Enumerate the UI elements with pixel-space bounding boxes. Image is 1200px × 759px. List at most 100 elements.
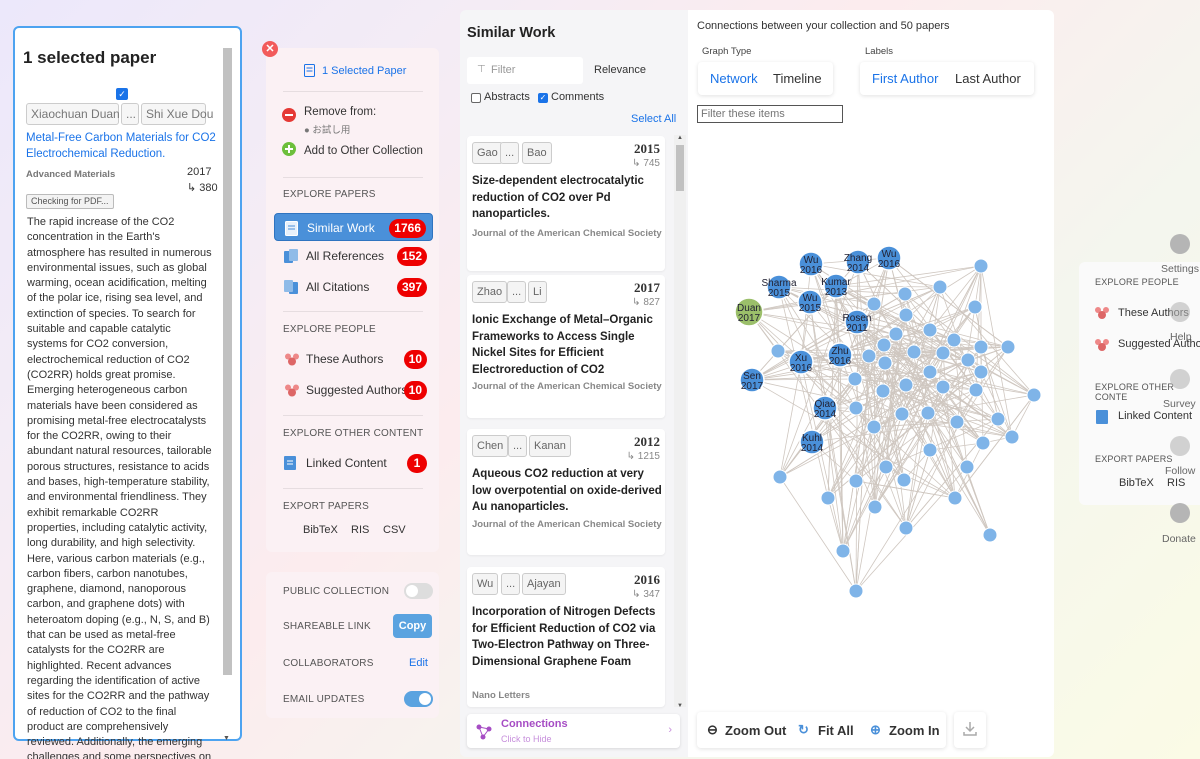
settings-icon[interactable] xyxy=(1170,234,1190,254)
public-toggle[interactable] xyxy=(404,583,433,599)
network-option[interactable]: Network xyxy=(710,71,758,86)
graph-node[interactable] xyxy=(932,279,948,295)
graph-node[interactable] xyxy=(960,352,976,368)
graph-node[interactable] xyxy=(967,299,983,315)
graph-node[interactable] xyxy=(973,364,989,380)
graph-node[interactable] xyxy=(888,326,904,342)
nav-suggested-authors[interactable]: Suggested Authors 10 xyxy=(274,376,433,404)
graph-node[interactable] xyxy=(1026,387,1042,403)
connections-toggle[interactable]: Connections Click to Hide › xyxy=(467,714,680,748)
graph-node[interactable] xyxy=(876,337,892,353)
paper-title[interactable]: Incorporation of Nitrogen Defects for Ef… xyxy=(472,606,656,668)
zoom-in-label[interactable]: Zoom In xyxy=(889,723,940,738)
graph-node-labeled[interactable] xyxy=(845,249,871,275)
author-chip[interactable]: Li xyxy=(528,281,547,303)
graph-node[interactable] xyxy=(973,258,989,274)
paper-title[interactable]: Size-dependent electrocatalytic reductio… xyxy=(472,175,644,220)
email-toggle[interactable] xyxy=(404,691,433,707)
graph-node[interactable] xyxy=(935,379,951,395)
graph-node-labeled[interactable] xyxy=(823,273,849,299)
graph-node[interactable] xyxy=(867,499,883,515)
last-author-option[interactable]: Last Author xyxy=(955,71,1021,86)
graph-node[interactable] xyxy=(990,411,1006,427)
fit-all-icon[interactable]: ↻ xyxy=(798,722,809,737)
add-icon[interactable] xyxy=(282,142,296,156)
author-chip[interactable]: Ajayan xyxy=(522,573,566,595)
nav-all-citations[interactable]: All Citations 397 xyxy=(274,273,433,301)
graph-node[interactable] xyxy=(772,469,788,485)
close-icon[interactable]: ✕ xyxy=(262,41,278,57)
author-chip-first[interactable]: Xiaochuan Duan xyxy=(26,103,120,125)
author-chip[interactable]: Bao xyxy=(522,142,552,164)
graph-node[interactable] xyxy=(898,307,914,323)
scroll-up-arrow-icon[interactable]: ▲ xyxy=(677,135,683,141)
paper-title-link[interactable]: Metal-Free Carbon Materials for CO2 Elec… xyxy=(26,132,216,160)
paper-card[interactable]: Chen ... Kanan 2012 ↳ 1215 Aqueous CO2 r… xyxy=(467,429,665,555)
graph-node[interactable] xyxy=(922,442,938,458)
graph-node-labeled[interactable] xyxy=(798,251,824,277)
author-chip-ellipsis[interactable]: ... xyxy=(121,103,139,125)
graph-node-labeled[interactable] xyxy=(739,367,765,393)
graph-node[interactable] xyxy=(935,345,951,361)
graph-node[interactable] xyxy=(982,527,998,543)
pdf-button[interactable]: Checking for PDF... xyxy=(26,194,114,209)
author-chip-ellipsis[interactable]: ... xyxy=(500,142,520,164)
graph-node[interactable] xyxy=(949,414,965,430)
graph-node-labeled[interactable] xyxy=(766,274,792,300)
scroll-down-arrow-icon[interactable]: ▼ xyxy=(677,703,683,709)
graph-node-labeled[interactable] xyxy=(827,342,853,368)
export-ris[interactable]: RIS xyxy=(1167,477,1186,489)
survey-label[interactable]: Survey xyxy=(1163,398,1196,410)
paper-card[interactable]: Wu ... Ajayan 2016 ↳ 347 Incorporation o… xyxy=(467,567,665,707)
abstracts-checkbox[interactable] xyxy=(471,93,481,103)
donate-label[interactable]: Donate xyxy=(1162,533,1196,545)
export-bibtex[interactable]: BibTeX xyxy=(303,524,338,536)
graph-node[interactable] xyxy=(878,459,894,475)
graph-node-labeled[interactable] xyxy=(876,245,902,271)
graph-node[interactable] xyxy=(922,364,938,380)
graph-node[interactable] xyxy=(973,339,989,355)
graph-node[interactable] xyxy=(1000,339,1016,355)
author-chip[interactable]: Chen xyxy=(472,435,509,457)
nav-all-references[interactable]: All References 152 xyxy=(274,242,433,270)
author-chip-ellipsis[interactable]: ... xyxy=(501,573,521,595)
nav-similar-work[interactable]: Similar Work 1766 xyxy=(274,213,433,241)
graph-node-labeled[interactable] xyxy=(844,309,870,335)
suggested-authors-link[interactable]: Suggested Autho xyxy=(1118,338,1200,350)
graph-node-labeled[interactable] xyxy=(799,429,825,455)
graph-node[interactable] xyxy=(866,419,882,435)
scroll-down-arrow-icon[interactable]: ▼ xyxy=(223,735,230,742)
nav-these-authors[interactable]: These Authors 10 xyxy=(274,345,433,373)
fit-all-label[interactable]: Fit All xyxy=(818,723,854,738)
remove-target[interactable]: ● お試し用 xyxy=(304,125,351,136)
export-ris[interactable]: RIS xyxy=(351,524,370,536)
graph-node[interactable] xyxy=(975,435,991,451)
list-scrollbar[interactable]: ▲ ▼ xyxy=(674,135,686,709)
follow-label[interactable]: Follow xyxy=(1165,465,1196,477)
graph-node[interactable] xyxy=(1004,429,1020,445)
scrollbar[interactable]: ▼ xyxy=(222,46,233,742)
graph-node-labeled[interactable] xyxy=(797,289,823,315)
author-chip-ellipsis[interactable]: ... xyxy=(507,281,527,303)
network-graph[interactable]: Duan2017Sharma2015Wu2016Zhang2014Wu2016K… xyxy=(688,10,1054,710)
select-all-link[interactable]: Select All xyxy=(631,113,677,125)
graph-node[interactable] xyxy=(848,400,864,416)
selected-paper-link[interactable]: 1 Selected Paper xyxy=(322,65,407,77)
graph-node[interactable] xyxy=(959,459,975,475)
graph-node[interactable] xyxy=(875,383,891,399)
author-chip-last[interactable]: Shi Xue Dou xyxy=(141,103,213,125)
linked-content-link[interactable]: Linked Content xyxy=(1118,410,1192,422)
graph-node[interactable] xyxy=(770,343,786,359)
first-author-option[interactable]: First Author xyxy=(872,71,939,86)
scrollbar-thumb[interactable] xyxy=(223,48,232,675)
nav-linked-content[interactable]: Linked Content 1 xyxy=(274,449,433,477)
graph-node[interactable] xyxy=(968,382,984,398)
author-chip[interactable]: Wu xyxy=(472,573,499,595)
graph-node[interactable] xyxy=(848,473,864,489)
graph-node[interactable] xyxy=(898,377,914,393)
graph-node[interactable] xyxy=(947,490,963,506)
survey-icon[interactable] xyxy=(1170,369,1190,389)
paper-checkbox[interactable]: ✓ xyxy=(116,88,128,100)
selected-paper-node[interactable] xyxy=(734,297,764,327)
twitter-icon[interactable] xyxy=(1170,436,1190,456)
